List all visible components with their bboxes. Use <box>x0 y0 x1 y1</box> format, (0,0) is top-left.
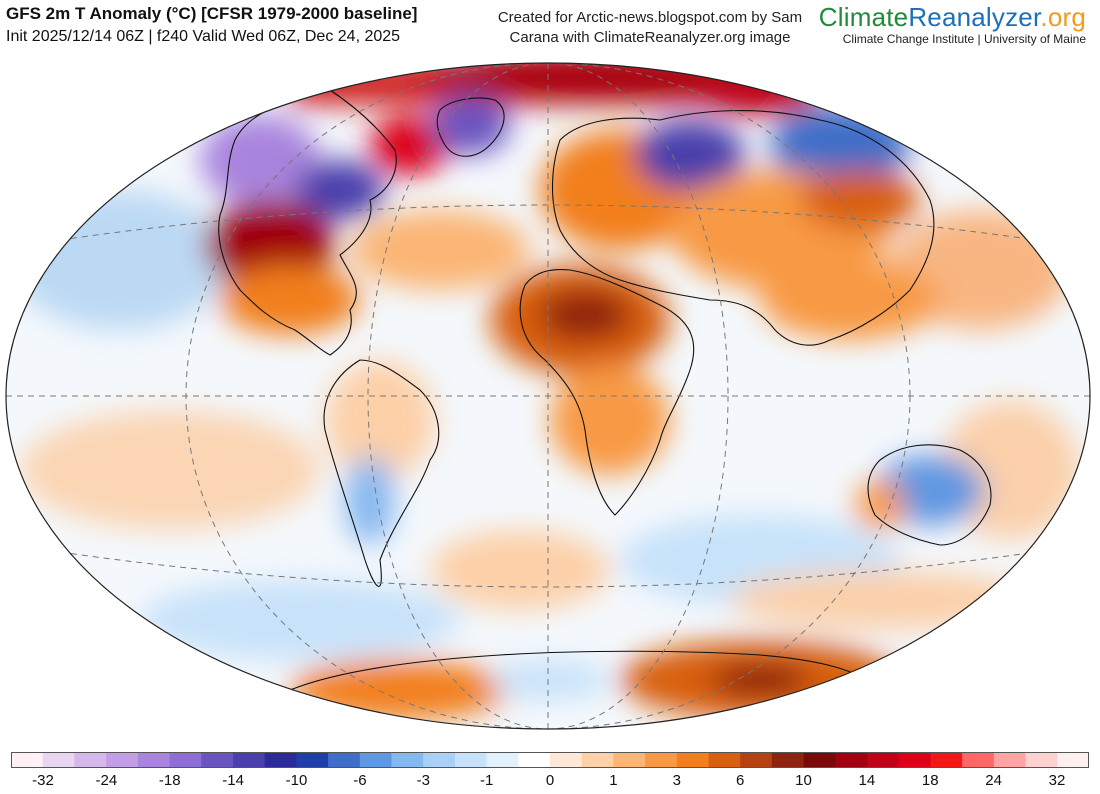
colorbar-tick-label: 24 <box>985 772 1002 789</box>
colorbar-swatch <box>708 752 741 768</box>
map-title: GFS 2m T Anomaly (°C) [CFSR 1979-2000 ba… <box>6 4 418 23</box>
brand-block: ClimateReanalyzer.org Climate Change Ins… <box>819 2 1086 46</box>
colorbar-swatch <box>993 752 1027 768</box>
colorbar-swatch <box>454 752 488 768</box>
colorbar-swatch <box>328 752 361 768</box>
brand-tagline: Climate Change Institute | University of… <box>842 32 1086 46</box>
colorbar-swatch <box>264 752 297 768</box>
colorbar-swatch <box>867 752 900 768</box>
globe-outline <box>5 62 1091 730</box>
colorbar-tick-label: 14 <box>858 772 876 789</box>
colorbar-swatch <box>42 752 75 768</box>
colorbar-tick-label: -3 <box>416 772 430 789</box>
colorbar-swatch <box>740 752 773 768</box>
colorbar-swatch <box>296 752 329 768</box>
colorbar-swatch <box>106 752 139 768</box>
brand-logo: ClimateReanalyzer.org <box>819 2 1086 33</box>
colorbar-tick-label: 6 <box>735 772 745 789</box>
colorbar-swatch <box>486 752 519 768</box>
colorbar-swatch <box>645 752 678 768</box>
colorbar-swatch <box>771 752 805 768</box>
credit-line-2: Carana with ClimateReanalyzer.org image <box>509 29 791 46</box>
colorbar-swatch <box>359 752 392 768</box>
colorbar-swatch <box>550 752 583 768</box>
brand-logo-part-3: .org <box>1040 2 1086 32</box>
colorbar-swatch <box>962 752 995 768</box>
colorbar-swatch <box>169 752 202 768</box>
colorbar-swatch <box>518 752 551 768</box>
colorbar-ticks: -32 -24 -18 -14 -10 -6 -3 -1 0 1 3 6 10 14 18 24 32 <box>11 772 1089 792</box>
colorbar-swatch <box>835 752 868 768</box>
colorbar-tick-label: -1 <box>479 772 494 789</box>
colorbar-tick-label: 3 <box>672 772 681 789</box>
coastlines <box>218 89 992 691</box>
credit-text: Created for Arctic-news.blogspot.com by … <box>490 8 810 48</box>
colorbar-tick-label: -10 <box>285 772 308 789</box>
colorbar-swatch <box>803 752 836 768</box>
colorbar-tick-label: -14 <box>222 772 244 789</box>
colorbar-swatch <box>1057 752 1090 768</box>
colorbar-swatch <box>581 752 614 768</box>
colorbar-swatch <box>1025 752 1058 768</box>
colorbar-tick-label: 32 <box>1048 772 1066 789</box>
map-subtitle: Init 2025/12/14 06Z | f240 Valid Wed 06Z… <box>6 28 401 45</box>
brand-logo-part-2: Reanalyzer <box>908 2 1041 32</box>
colorbar-swatch <box>232 752 266 768</box>
brand-logo-part-1: Climate <box>818 2 909 32</box>
colorbar-swatch <box>137 752 171 768</box>
colorbar-swatch <box>391 752 424 768</box>
anomaly-map <box>5 62 1091 730</box>
colorbar-tick-label: -18 <box>158 772 181 789</box>
colorbar-swatch <box>930 752 963 768</box>
credit-line-1: Created for Arctic-news.blogspot.com by … <box>497 9 803 26</box>
colorbar-swatch <box>74 752 107 768</box>
colorbar <box>11 752 1090 768</box>
colorbar-swatch <box>613 752 646 768</box>
colorbar-swatch <box>676 752 710 768</box>
colorbar-tick-label: -24 <box>95 772 118 789</box>
colorbar-swatch <box>11 752 44 768</box>
colorbar-tick-label: 1 <box>609 772 618 789</box>
colorbar-swatch <box>423 752 456 768</box>
colorbar-swatch <box>201 752 234 768</box>
colorbar-tick-label: 18 <box>921 772 939 789</box>
colorbar-swatch <box>898 752 931 768</box>
colorbar-border <box>11 752 1089 768</box>
colorbar-tick-label: 0 <box>545 772 555 789</box>
colorbar-tick-label: -6 <box>353 772 367 789</box>
graticule <box>6 63 1090 729</box>
colorbar-tick-label: 10 <box>795 772 812 789</box>
colorbar-tick-label: -32 <box>32 772 54 789</box>
